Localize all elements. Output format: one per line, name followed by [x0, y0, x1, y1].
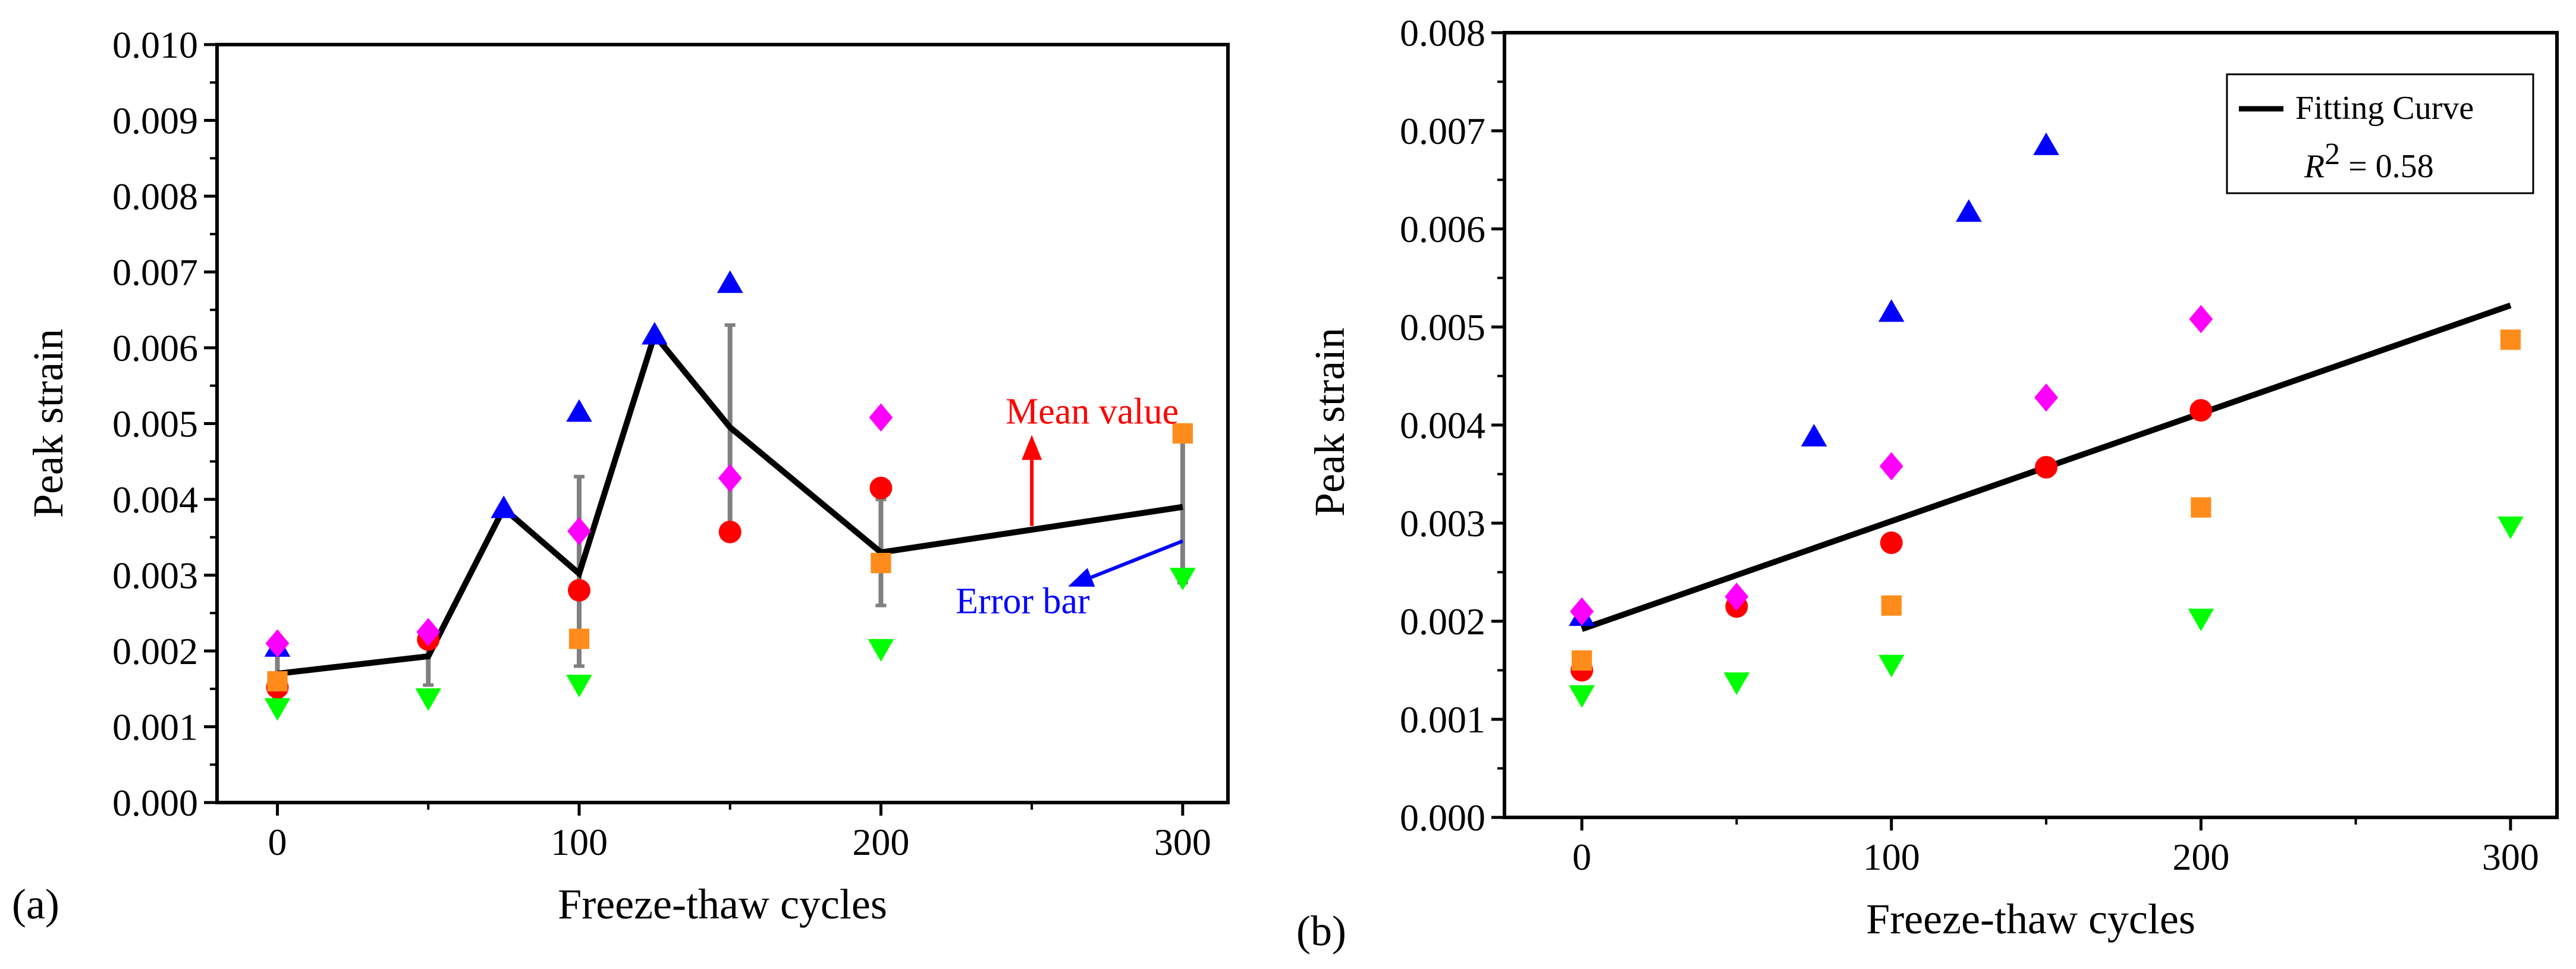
diamond-point [2189, 305, 2213, 334]
diamond-point [718, 464, 742, 493]
annotation-arrow-shaft [1090, 539, 1183, 579]
diamond-point [869, 403, 893, 432]
x-tick-label: 300 [2482, 836, 2539, 878]
triangle-down-point [1170, 568, 1196, 591]
x-tick-label: 100 [551, 821, 608, 863]
annotation-arrow-head [1068, 568, 1095, 587]
diamond-point [1724, 583, 1749, 611]
y-tick-label: 0.004 [1400, 404, 1485, 446]
triangle-up-point [717, 270, 743, 293]
diamond-point [416, 618, 441, 646]
triangle-up-point [2033, 132, 2059, 155]
diamond-point [265, 629, 290, 657]
x-axis-label-a: Freeze-thaw cycles [558, 880, 887, 928]
legend-r2-power: 2 [2324, 137, 2340, 171]
diamond-point [1570, 597, 1594, 626]
x-tick-label: 0 [1572, 836, 1591, 878]
x-tick-label: 100 [1863, 836, 1920, 878]
annotation-label: Error bar [956, 581, 1090, 621]
circle-point [1880, 531, 1903, 554]
triangle-down-point [1723, 672, 1750, 696]
square-point [1172, 423, 1193, 444]
annotation-arrow-head [1022, 435, 1042, 460]
triangle-up-point [491, 495, 517, 518]
triangle-down-point [2498, 516, 2524, 539]
square-point [2191, 497, 2211, 518]
y-tick-label: 0.002 [112, 630, 198, 672]
y-tick-label: 0.006 [112, 327, 198, 369]
circle-point [2035, 455, 2058, 479]
diamond-point [567, 517, 591, 546]
y-tick-label: 0.008 [1400, 12, 1485, 54]
y-tick-label: 0.004 [112, 479, 198, 521]
circle-point [718, 520, 742, 543]
triangle-up-point [641, 322, 668, 345]
diamond-point [1879, 452, 1903, 481]
y-tick-label: 0.009 [112, 100, 198, 142]
triangle-down-point [1569, 685, 1595, 708]
triangle-down-point [1878, 655, 1905, 678]
x-axis-label-b: Freeze-thaw cycles [1866, 895, 2195, 943]
y-tick-label: 0.002 [1400, 600, 1485, 643]
circle-point [2189, 399, 2213, 422]
square-point [1572, 650, 1592, 671]
y-tick-label: 0.001 [1400, 699, 1485, 741]
triangle-up-point [1878, 299, 1905, 322]
triangle-up-point [566, 399, 592, 422]
panel-b: 0.000 0.001 0.002 0.003 0.004 0.005 0.006 0.007… [1296, 12, 2559, 955]
y-tick-label: 0.007 [112, 251, 198, 294]
square-point [267, 671, 288, 692]
legend-r2-symbol: R [2304, 148, 2324, 185]
triangle-down-point [868, 639, 894, 662]
triangle-down-point [566, 674, 592, 697]
circle-point [567, 579, 590, 602]
y-tick-label: 0.005 [112, 403, 198, 445]
square-point [1881, 595, 1902, 616]
y-tick-label: 0.008 [112, 175, 198, 218]
y-axis-label-a: Peak strain [24, 329, 72, 518]
panel-label-b: (b) [1296, 907, 1346, 955]
legend-box [2226, 73, 2534, 194]
square-point [871, 553, 891, 574]
x-tick-label: 0 [268, 821, 287, 863]
legend-r2: R2 = 0.58 [2304, 137, 2434, 185]
y-tick-label: 0.000 [1400, 797, 1485, 839]
x-tick-label: 200 [852, 821, 909, 863]
circle-point [869, 476, 893, 499]
square-point [2500, 329, 2521, 350]
triangle-down-point [264, 698, 291, 721]
y-tick-label: 0.006 [1400, 208, 1485, 250]
triangle-up-point [1801, 423, 1827, 446]
y-tick-label: 0.005 [1400, 306, 1485, 348]
annotation-label: Mean value [1006, 392, 1179, 432]
y-axis-label-b: Peak strain [1306, 328, 1353, 517]
panel-a: 0.000 0.001 0.002 0.003 0.004 0.005 0.006 0.007… [12, 24, 1230, 928]
y-tick-label: 0.010 [112, 24, 198, 66]
y-tick-label: 0.003 [112, 555, 198, 597]
triangle-down-point [415, 688, 442, 711]
triangle-down-point [2188, 608, 2214, 631]
legend-entry-fitting-curve: Fitting Curve [2295, 90, 2474, 127]
panel-label-a: (a) [12, 880, 59, 928]
y-tick-label: 0.000 [112, 782, 198, 824]
x-tick-label: 300 [1154, 821, 1211, 863]
diamond-point [2034, 383, 2058, 412]
mean-line [277, 328, 1183, 677]
square-point [568, 628, 590, 649]
x-tick-label: 200 [2172, 836, 2229, 878]
legend-b: Fitting Curve R2 = 0.58 [2226, 73, 2534, 194]
y-tick-label: 0.007 [1400, 110, 1485, 152]
legend-r2-value: = 0.58 [2340, 148, 2434, 185]
triangle-up-point [1956, 199, 1982, 222]
y-tick-label: 0.001 [112, 706, 198, 748]
y-tick-label: 0.003 [1400, 502, 1485, 545]
